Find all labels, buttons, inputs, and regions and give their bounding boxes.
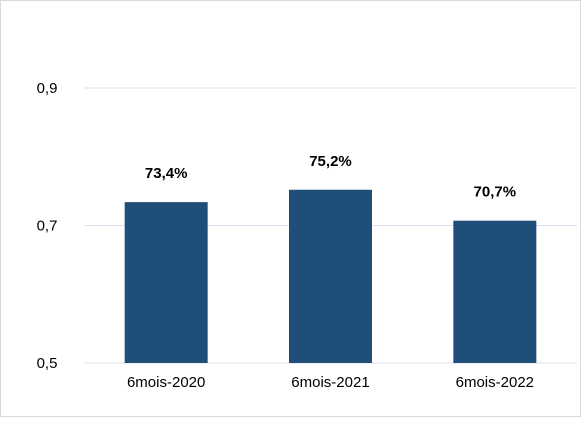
bar-6mois-2022 bbox=[453, 220, 537, 363]
x-tick-label: 6mois-2022 bbox=[456, 374, 534, 391]
x-tick-label: 6mois-2021 bbox=[291, 374, 369, 391]
data-labels: 73,4% 75,2% 70,7% bbox=[145, 153, 516, 201]
bars bbox=[124, 189, 537, 363]
bar-6mois-2021 bbox=[289, 189, 372, 363]
y-tick-label: 0,5 bbox=[37, 355, 58, 372]
x-tick-label: 6mois-2020 bbox=[127, 374, 205, 391]
x-axis: 6mois-2020 6mois-2021 6mois-2022 bbox=[127, 374, 534, 391]
bar-6mois-2020 bbox=[124, 202, 208, 363]
y-axis: 0,5 0,7 0,9 bbox=[37, 80, 58, 372]
y-tick-label: 0,7 bbox=[37, 218, 58, 235]
data-label: 75,2% bbox=[309, 153, 352, 170]
y-tick-label: 0,9 bbox=[37, 80, 58, 97]
data-label: 73,4% bbox=[145, 165, 188, 182]
data-label: 70,7% bbox=[474, 184, 517, 201]
